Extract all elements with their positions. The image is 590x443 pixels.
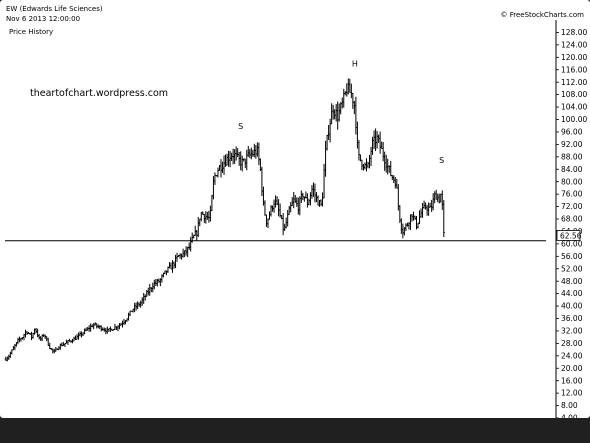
y-tick-label: 112.00 (561, 78, 587, 87)
y-tick-label: 80.00 (561, 177, 583, 186)
y-tick-label: 76.00 (561, 190, 583, 199)
y-tick-label: 28.00 (561, 339, 583, 348)
y-tick-label: 96.00 (561, 128, 583, 137)
brand-label: © FreeStockCharts.com (500, 11, 584, 19)
pattern-label: S (238, 122, 243, 131)
y-tick-label: 116.00 (561, 65, 587, 74)
y-tick-label: 108.00 (561, 90, 587, 99)
chart-panel: EW (Edwards Life Sciences) Nov 6 2013 12… (0, 0, 590, 418)
pattern-label: S (439, 156, 444, 165)
current-price-box (556, 230, 581, 241)
y-tick-label: 104.00 (561, 103, 587, 112)
y-tick-label: 88.00 (561, 152, 583, 161)
pattern-label: H (352, 60, 358, 69)
y-axis-ticks: 4.00 8.00 12.00 16.00 20.00 24.00 28.00 32.00 36… (556, 28, 587, 418)
y-tick-label: 20.00 (561, 364, 583, 373)
y-tick-label: 40.00 (561, 302, 583, 311)
y-tick-label: 4.00 (561, 414, 578, 418)
symbol-title: EW (Edwards Life Sciences) (6, 5, 103, 13)
y-tick-label: 48.00 (561, 277, 583, 286)
section-label: Price History (9, 28, 53, 36)
y-tick-label: 56.00 (561, 252, 583, 261)
y-tick-label: 12.00 (561, 389, 583, 398)
y-tick-label: 60.00 (561, 239, 583, 248)
y-tick-label: 128.00 (561, 28, 587, 37)
y-tick-label: 124.00 (561, 40, 587, 49)
y-tick-label: 24.00 (561, 351, 583, 360)
y-tick-label: 16.00 (561, 376, 583, 385)
y-tick-label: 120.00 (561, 53, 587, 62)
current-price-label: 62.56 (560, 232, 582, 241)
y-tick-label: 36.00 (561, 314, 583, 323)
y-tick-label: 8.00 (561, 401, 578, 410)
y-tick-label: 92.00 (561, 140, 583, 149)
y-tick-label: 52.00 (561, 264, 583, 273)
price-chart: EW (Edwards Life Sciences) Nov 6 2013 12… (4, 5, 587, 418)
y-tick-label: 44.00 (561, 289, 583, 298)
y-tick-label: 100.00 (561, 115, 587, 124)
watermark-text: theartofchart.wordpress.com (30, 88, 168, 99)
datetime-label: Nov 6 2013 12:00:00 (6, 15, 80, 23)
y-tick-label: 84.00 (561, 165, 583, 174)
y-tick-label: 72.00 (561, 202, 583, 211)
pattern-annotations: S H S (238, 60, 444, 165)
price-bars (4, 78, 445, 362)
y-tick-label: 32.00 (561, 327, 583, 336)
y-tick-label: 68.00 (561, 215, 583, 224)
